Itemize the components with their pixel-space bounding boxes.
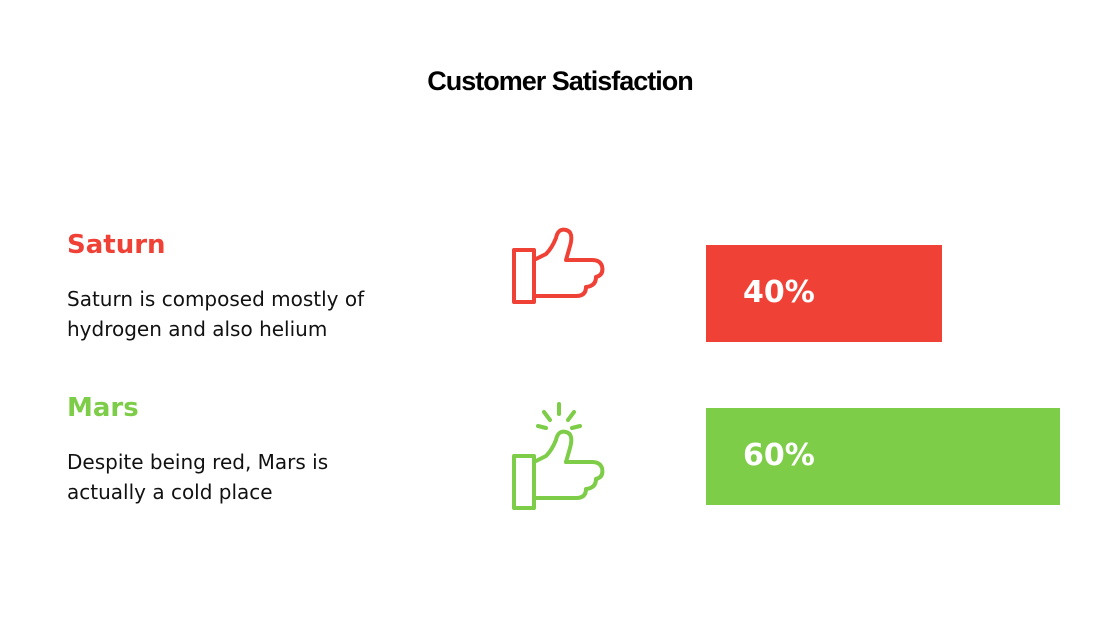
category-name: Saturn bbox=[67, 230, 166, 260]
category-name: Mars bbox=[67, 393, 139, 423]
description: Despite being red, Mars is actually a co… bbox=[67, 450, 335, 504]
thumbs-down-icon bbox=[512, 227, 605, 304]
thumbs-up-icon bbox=[512, 402, 605, 510]
title: Customer Satisfaction bbox=[427, 66, 693, 96]
value-label: 60% bbox=[743, 438, 815, 473]
description: Saturn is composed mostly of hydrogen an… bbox=[67, 287, 371, 341]
bar bbox=[706, 408, 1060, 505]
bar bbox=[706, 245, 942, 342]
value-label: 40% bbox=[743, 275, 815, 310]
